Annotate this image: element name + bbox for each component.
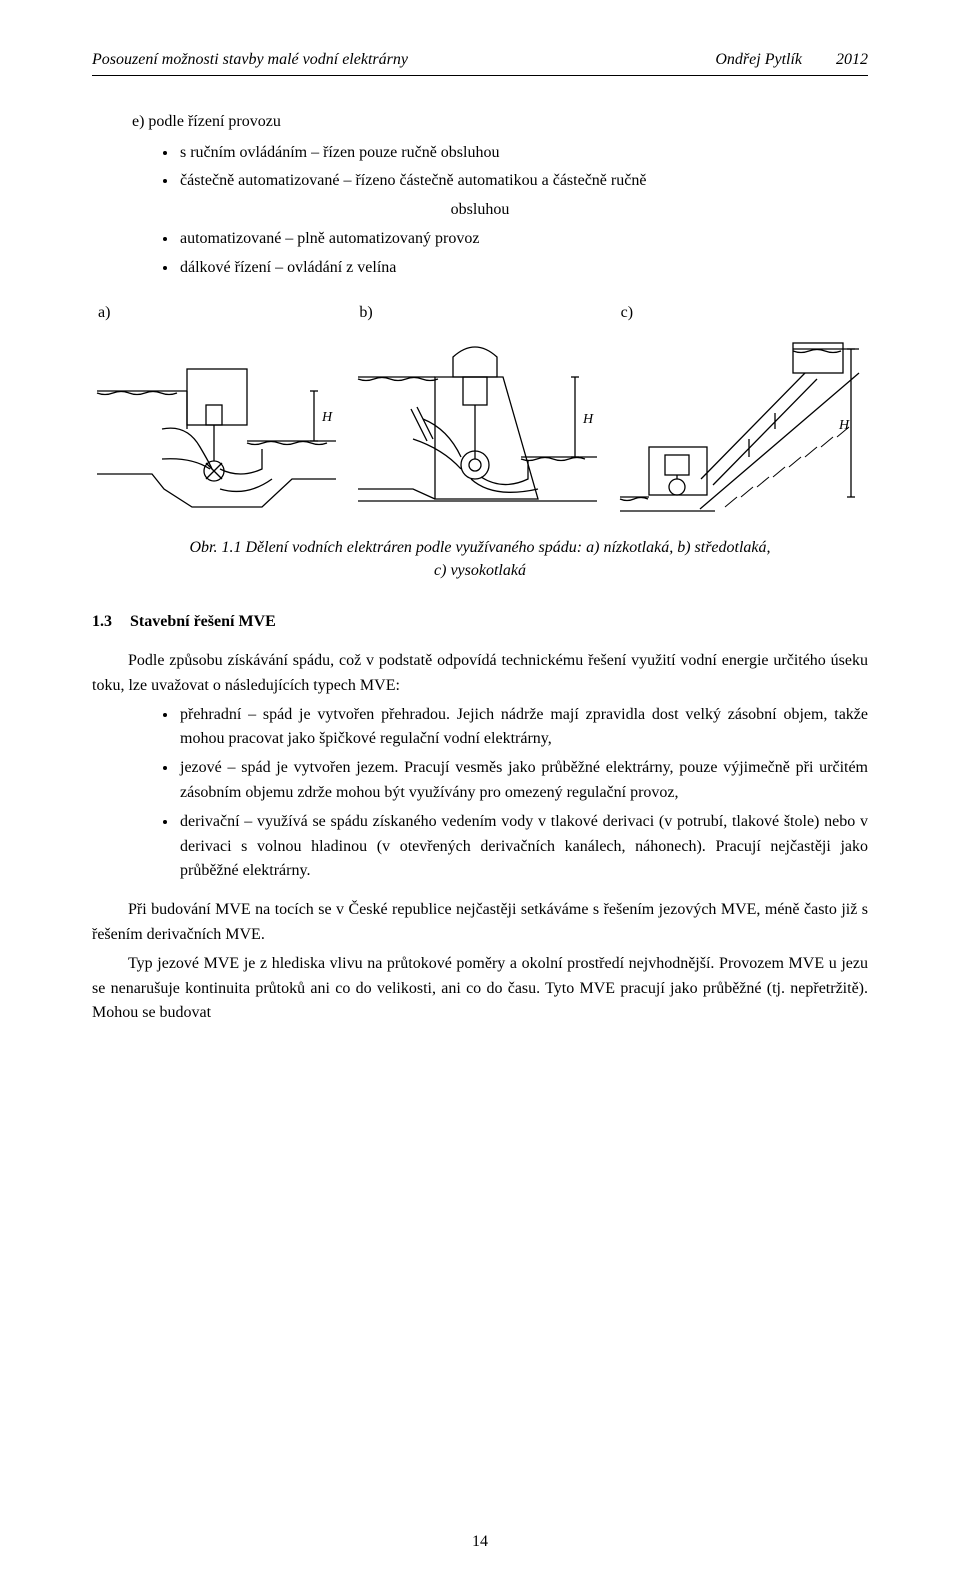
figure-cell-b: b) (353, 301, 606, 520)
section-heading-1-3: 1.3 Stavební řešení MVE (92, 610, 868, 635)
author: Ondřej Pytlík (715, 51, 802, 68)
mve-bullet-derivacni: derivační – využívá se spádu získaného v… (178, 810, 868, 884)
figure-cell-c: c) (615, 301, 868, 520)
diagram-b: H (353, 329, 599, 519)
figure-label-b: b) (353, 301, 606, 326)
running-header: Posouzení možnosti stavby malé vodní ele… (92, 48, 868, 76)
figure-1-1: a) (92, 301, 868, 583)
paragraph-cr: Při budování MVE na tocích se v České re… (92, 898, 868, 948)
figure-label-a: a) (92, 301, 345, 326)
paragraph-jezove: Typ jezové MVE je z hlediska vlivu na pr… (92, 952, 868, 1026)
sub-bullet-list: s ručním ovládáním – řízen pouze ručně o… (178, 141, 868, 195)
top-enum-list: e) podle řízení provozu s ručním ovládán… (92, 110, 868, 281)
figure-row: a) (92, 301, 868, 520)
diagram-c: H (615, 329, 861, 519)
diagram-a: H (92, 329, 338, 519)
bullet-b2-cont: obsluhou (92, 198, 868, 223)
page-number: 14 (0, 1530, 960, 1555)
h-label-b: H (582, 412, 594, 427)
caption-line-1: Obr. 1.1 Dělení vodních elektráren podle… (189, 539, 770, 556)
h-label-a: H (321, 410, 333, 425)
running-title-left: Posouzení možnosti stavby malé vodní ele… (92, 48, 408, 73)
bullet-b4: dálkové řízení – ovládání z velína (178, 256, 868, 281)
mve-bullet-jezove: jezové – spád je vytvořen jezem. Pracují… (178, 756, 868, 806)
year: 2012 (836, 51, 868, 68)
mve-type-list: přehradní – spád je vytvořen přehradou. … (178, 703, 868, 885)
caption-line-2: c) vysokotlaká (434, 562, 526, 579)
bullet-b1: s ručním ovládáním – řízen pouze ručně o… (178, 141, 868, 166)
section-title: Stavební řešení MVE (130, 613, 276, 630)
section-number: 1.3 (92, 610, 112, 635)
figure-caption: Obr. 1.1 Dělení vodních elektráren podle… (92, 537, 868, 582)
enum-item-e: e) podle řízení provozu (132, 110, 868, 135)
bullet-b3: automatizované – plně automatizovaný pro… (178, 227, 868, 252)
running-title-right: Ondřej Pytlík 2012 (715, 48, 868, 73)
h-label-c: H (838, 418, 850, 433)
figure-label-c: c) (615, 301, 868, 326)
bullet-b2: částečně automatizované – řízeno částečn… (178, 169, 868, 194)
paragraph-intro: Podle způsobu získávání spádu, což v pod… (92, 649, 868, 699)
sub-bullet-list-cont: automatizované – plně automatizovaný pro… (178, 227, 868, 281)
page: Posouzení možnosti stavby malé vodní ele… (0, 0, 960, 1581)
figure-cell-a: a) (92, 301, 345, 520)
mve-bullet-prehradni: přehradní – spád je vytvořen přehradou. … (178, 703, 868, 753)
body-content: e) podle řízení provozu s ručním ovládán… (92, 110, 868, 1026)
